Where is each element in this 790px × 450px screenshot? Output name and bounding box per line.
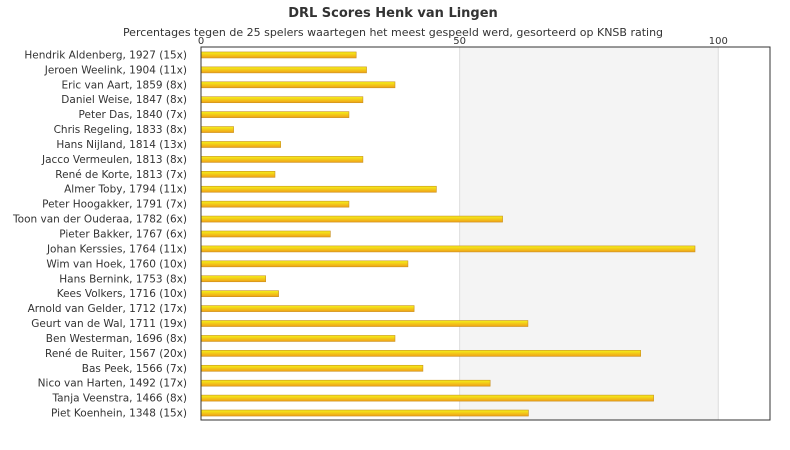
bar[interactable] xyxy=(200,275,266,283)
bar[interactable] xyxy=(200,81,396,89)
category-label: Jeroen Weelink, 1904 (11x) xyxy=(44,64,187,76)
bar[interactable] xyxy=(200,111,350,118)
category-label: Peter Hoogakker, 1791 (7x) xyxy=(42,199,187,211)
category-label: Johan Kerssies, 1764 (11x) xyxy=(46,243,187,255)
bar[interactable] xyxy=(200,409,529,417)
plot-band xyxy=(459,47,719,420)
bar[interactable] xyxy=(200,394,654,402)
category-label: Daniel Weise, 1847 (8x) xyxy=(61,94,187,106)
bar[interactable] xyxy=(200,51,357,59)
category-label: Peter Das, 1840 (7x) xyxy=(79,109,187,121)
category-labels: Hendrik Aldenberg, 1927 (15x) Jeroen Weel… xyxy=(12,49,187,419)
plot-band xyxy=(718,47,770,420)
x-axis-ticks: 0 50 100 xyxy=(198,36,728,47)
bar[interactable] xyxy=(200,290,279,297)
category-label: Jacco Vermeulen, 1813 (8x) xyxy=(41,154,187,166)
x-tick-label: 50 xyxy=(453,36,466,47)
bar[interactable] xyxy=(200,66,367,74)
bar[interactable] xyxy=(200,350,641,357)
bars xyxy=(200,51,696,417)
bar[interactable] xyxy=(200,96,364,104)
chart-title: DRL Scores Henk van Lingen xyxy=(288,6,498,21)
bar[interactable] xyxy=(200,260,409,268)
bar[interactable] xyxy=(200,185,437,193)
bar[interactable] xyxy=(200,230,331,238)
chart-subtitle: Percentages tegen de 25 spelers waartege… xyxy=(123,26,663,39)
category-label: Eric van Aart, 1859 (8x) xyxy=(62,79,188,91)
category-label: Piet Koenhein, 1348 (15x) xyxy=(51,408,187,420)
bar[interactable] xyxy=(200,141,281,148)
bar[interactable] xyxy=(200,215,503,223)
category-label: Chris Regeling, 1833 (8x) xyxy=(54,124,187,136)
category-label: Wim van Hoek, 1760 (10x) xyxy=(46,258,187,270)
bar[interactable] xyxy=(200,156,364,163)
grid-lines xyxy=(459,47,719,420)
category-label: René de Ruiter, 1567 (20x) xyxy=(45,348,187,360)
bar[interactable] xyxy=(200,245,696,253)
category-label: Nico van Harten, 1492 (17x) xyxy=(38,378,187,390)
bar[interactable] xyxy=(200,126,234,133)
category-label: Geurt van de Wal, 1711 (19x) xyxy=(31,318,187,330)
category-label: Ben Westerman, 1696 (8x) xyxy=(46,333,187,345)
category-label: Hans Nijland, 1814 (13x) xyxy=(56,139,187,151)
category-label: Tanja Veenstra, 1466 (8x) xyxy=(51,393,187,405)
bar[interactable] xyxy=(200,379,491,387)
category-label: Almer Toby, 1794 (11x) xyxy=(64,184,187,196)
bar[interactable] xyxy=(200,200,350,208)
category-label: Pieter Bakker, 1767 (6x) xyxy=(59,229,187,241)
category-label: Bas Peek, 1566 (7x) xyxy=(82,363,187,375)
plot-frame xyxy=(200,46,771,421)
bar[interactable] xyxy=(200,305,415,312)
x-tick-label: 100 xyxy=(709,36,728,47)
category-label: Hendrik Aldenberg, 1927 (15x) xyxy=(24,49,187,61)
x-tick-label: 0 xyxy=(198,36,204,47)
bar[interactable] xyxy=(200,171,276,178)
bar[interactable] xyxy=(200,364,424,372)
category-label: Arnold van Gelder, 1712 (17x) xyxy=(28,303,187,315)
category-label: René de Korte, 1813 (7x) xyxy=(55,169,187,181)
bar[interactable] xyxy=(200,335,396,342)
category-label: Hans Bernink, 1753 (8x) xyxy=(59,273,187,285)
category-label: Kees Volkers, 1716 (10x) xyxy=(57,288,187,300)
bar[interactable] xyxy=(200,320,529,327)
category-label: Toon van der Ouderaa, 1782 (6x) xyxy=(12,214,187,226)
